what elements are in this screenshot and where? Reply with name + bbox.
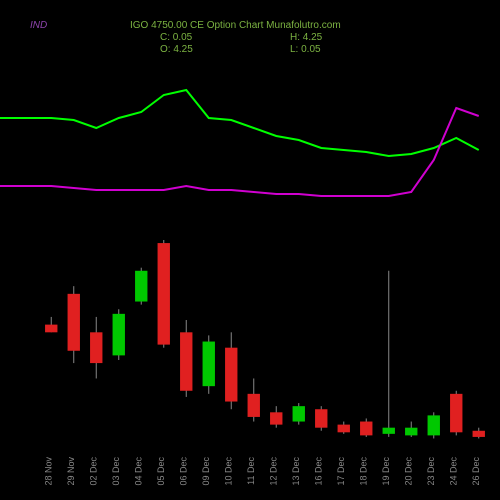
x-axis-label: 13 Dec (291, 457, 301, 486)
line-series-2 (0, 108, 479, 196)
x-axis-label: 17 Dec (336, 457, 346, 486)
chart-container: IND IGO 4750.00 CE Option Chart Munafolu… (0, 0, 500, 500)
candle-body (113, 314, 125, 356)
candle-body (315, 409, 327, 427)
x-axis-label: 04 Dec (133, 457, 143, 486)
candle-body (90, 332, 102, 363)
x-axis-label: 16 Dec (313, 457, 323, 486)
candle-body (405, 428, 417, 436)
candle-body (293, 406, 305, 421)
x-axis-label: 19 Dec (381, 457, 391, 486)
candle-body (158, 243, 170, 345)
x-axis-label: 11 Dec (246, 457, 256, 485)
x-axis-label: 09 Dec (201, 457, 211, 486)
candle-body (225, 348, 237, 402)
candle-body (45, 325, 57, 333)
x-axis-label: 20 Dec (403, 457, 413, 486)
candle-body (360, 422, 372, 436)
candle-body (383, 428, 395, 434)
x-axis-label: 02 Dec (88, 457, 98, 486)
candle-body (270, 412, 282, 424)
candle-body (203, 342, 215, 387)
candle-body (450, 394, 462, 432)
line-series-1 (0, 90, 479, 156)
candle-body (135, 271, 147, 302)
x-axis-label: 03 Dec (111, 457, 121, 486)
x-axis-label: 18 Dec (358, 457, 368, 486)
candle-body (338, 425, 350, 433)
x-axis-label: 24 Dec (448, 457, 458, 486)
candle-body (68, 294, 80, 351)
x-axis-label: 26 Dec (471, 457, 481, 486)
x-axis-label: 28 Nov (43, 457, 53, 486)
candle-body (180, 332, 192, 390)
x-axis-label: 12 Dec (268, 457, 278, 486)
x-axis-label: 05 Dec (156, 457, 166, 486)
x-axis-label: 23 Dec (426, 457, 436, 486)
candle-body (248, 394, 260, 417)
candle-body (473, 431, 485, 437)
x-axis-label: 29 Nov (66, 457, 76, 486)
candle-body (428, 415, 440, 435)
x-axis-label: 10 Dec (223, 457, 233, 486)
x-axis-label: 06 Dec (178, 457, 188, 486)
chart-svg: 28 Nov 29 Nov 02 Dec 03 Dec 04 Dec 05 Dec 06 D… (0, 0, 500, 500)
